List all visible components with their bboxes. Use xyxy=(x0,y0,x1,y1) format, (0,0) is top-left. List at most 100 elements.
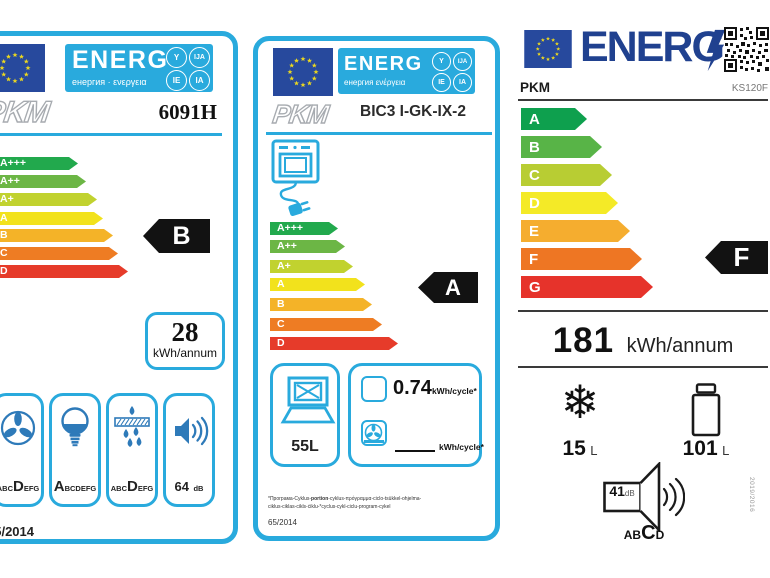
scale-pre: AB xyxy=(623,528,642,542)
class-bar-a: A xyxy=(521,108,587,130)
class-bar-d: D xyxy=(270,337,398,350)
grease-filter-icon xyxy=(114,406,150,447)
noise-value: 41 xyxy=(609,483,625,499)
divider xyxy=(518,310,768,312)
scale-post: D xyxy=(655,528,665,542)
fan-forced-underline xyxy=(364,440,384,443)
energ-subtitle: енергия ενέργεια xyxy=(344,78,406,87)
noise-unit: dB xyxy=(624,489,635,498)
scale-post: EFG xyxy=(137,484,154,493)
rating-arrow: A xyxy=(418,272,478,303)
grease-filter-box: ABCDEFG xyxy=(106,393,158,507)
noise-value: 64 xyxy=(174,479,189,494)
class-bar-label: B xyxy=(277,298,285,311)
class-bar-b: B xyxy=(270,298,372,311)
class-bar-label: A xyxy=(277,278,285,291)
oven-cavity-icon xyxy=(280,376,336,424)
fridge-value: 101 xyxy=(682,437,718,460)
freezer-unit: L xyxy=(590,443,598,458)
blank-value-line xyxy=(395,450,435,452)
class-bar-a: A xyxy=(270,278,365,291)
scale-class: A xyxy=(53,478,65,495)
class-bar-f: F xyxy=(521,248,642,270)
energ-wordmark: ENERG xyxy=(344,53,423,75)
energ-wordmark: ENERG xyxy=(580,23,725,71)
energ-subtitle: енергия · ενεργεια xyxy=(72,77,147,87)
class-bar-label: A+++ xyxy=(277,222,303,235)
lighting-efficiency-box: ABCDEFG xyxy=(49,393,101,507)
divider xyxy=(518,366,768,368)
class-bar-a2: A++ xyxy=(270,240,345,253)
freezer-value: 15 xyxy=(562,437,586,460)
fan-forced-unit: kWh/cycle* xyxy=(439,442,484,452)
noise-unit: dB xyxy=(193,484,204,493)
consumption-box: 0.74kWh/cycle* kWh/cycle* xyxy=(348,363,484,467)
class-bar-label: C xyxy=(0,247,8,260)
class-bar-a3: A+++ xyxy=(270,222,338,235)
scale-post: BCDEFG xyxy=(64,484,97,493)
class-bar-e: E xyxy=(521,220,630,242)
class-bar-label: F xyxy=(529,250,539,268)
conventional-unit: kWh/cycle* xyxy=(431,386,477,396)
footnote: *Програма-Cyklus-portion-cyklus-πρόγραμμ… xyxy=(268,495,428,511)
class-bar-label: A++ xyxy=(0,175,20,188)
noise-box: 64 dB xyxy=(163,393,215,507)
eu-flag-icon xyxy=(273,48,333,96)
class-bar-a2: A++ xyxy=(0,175,86,188)
class-bar-label: A+ xyxy=(0,193,14,206)
freezer-volume: 15 L xyxy=(548,437,612,461)
badge-y: Y xyxy=(166,47,187,68)
noise-speaker-icon xyxy=(603,462,685,532)
class-bar-label: C xyxy=(277,318,285,331)
fridge-energy-label: ENERG xyxy=(518,23,770,578)
lighting-class-scale: ABCDEFG xyxy=(52,479,98,495)
fridge-volume: 101 L xyxy=(670,437,742,461)
divider xyxy=(0,133,222,136)
scale-class: D xyxy=(12,478,24,495)
rating-arrow: B xyxy=(143,219,210,253)
conventional-value: 0.74 xyxy=(393,377,432,399)
annual-energy-value: 28 xyxy=(171,317,199,347)
annual-energy-value: 181 xyxy=(552,321,615,360)
fan-icon xyxy=(0,410,36,446)
footnote-bold: portion xyxy=(311,496,329,502)
lightbulb-icon xyxy=(61,407,89,447)
noise-value-line: 41dB xyxy=(606,483,638,501)
badge-y: Y xyxy=(432,52,451,71)
grease-class-scale: ABCDEFG xyxy=(109,479,155,495)
class-bar-label: A+++ xyxy=(0,157,26,170)
eu-flag-icon xyxy=(524,30,572,68)
hood-energy-label: ENERG енергия · ενεργεια Y IJA IE IA PKM… xyxy=(0,31,238,544)
class-bar-a: A xyxy=(0,212,103,225)
scale-class: C xyxy=(641,522,656,544)
fan-forced-icon xyxy=(361,420,387,446)
energ-wordmark: ENERG xyxy=(72,46,169,74)
scale-pre: ABC xyxy=(0,484,13,493)
annual-energy-line: 181 kWh/annum xyxy=(518,321,768,361)
class-bar-label: A xyxy=(0,212,8,225)
badge-ija: IJA xyxy=(453,52,472,71)
regulation-number: 65/2014 xyxy=(0,524,34,539)
class-bar-label: A+ xyxy=(277,260,291,273)
footnote-post: -cyklus-πρόγραμμα-ciclo-tsükkel-ohjelma-… xyxy=(268,496,422,510)
class-bar-d: D xyxy=(0,265,128,278)
badge-ie: IE xyxy=(432,73,451,92)
brand-logo: PKM xyxy=(0,95,52,129)
oven-energy-label: ENERG енергия ενέργεια Y IJA IE IA PKM B… xyxy=(253,36,500,541)
fridge-unit: L xyxy=(722,443,730,458)
class-bar-label: E xyxy=(529,222,540,240)
class-bar-label: B xyxy=(0,229,8,242)
class-bar-label: G xyxy=(529,278,541,296)
language-badges: Y IJA IE IA xyxy=(432,52,472,92)
noise-class-scale: ABCD xyxy=(603,522,685,545)
noise-value-line: 64 dB xyxy=(166,479,212,495)
scale-post: EFG xyxy=(23,484,40,493)
annual-energy-unit: kWh/annum xyxy=(152,346,218,360)
class-bar-label: D xyxy=(529,194,540,212)
model-number: BIC3 I-GK-IX-2 xyxy=(360,103,466,120)
class-bar-d: D xyxy=(521,192,618,214)
class-bar-label: D xyxy=(277,337,285,350)
oven-plug-icon xyxy=(271,139,320,217)
class-bar-g: G xyxy=(521,276,653,298)
